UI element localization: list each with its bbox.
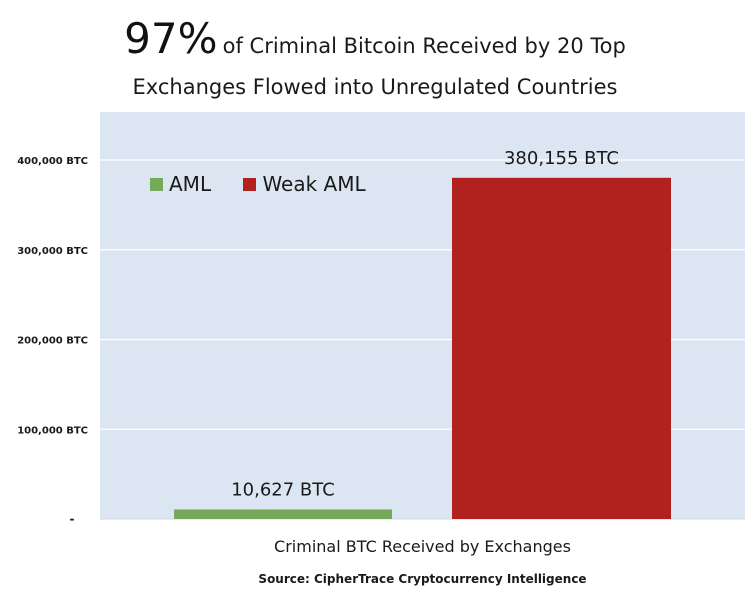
chart-title-text: of Criminal Bitcoin Received by 20 Top	[222, 34, 626, 58]
legend-label-aml: AML	[169, 172, 212, 196]
chart-title-line1: 97% of Criminal Bitcoin Received by 20 T…	[0, 14, 750, 63]
data-label-weak-aml: 380,155 BTC	[504, 148, 619, 169]
legend-swatch-aml	[150, 178, 163, 191]
y-tick-label: -	[70, 512, 75, 526]
legend-item-aml: AML	[150, 172, 211, 196]
bar-aml	[174, 509, 392, 519]
chart-title-percent: 97%	[124, 14, 218, 63]
legend-label-weak-aml: Weak AML	[262, 172, 366, 196]
legend-swatch-weak-aml	[243, 178, 257, 191]
legend: AML Weak AML	[150, 172, 392, 196]
x-axis-label: Criminal BTC Received by Exchanges	[274, 537, 571, 556]
y-tick-label: 300,000 BTC	[17, 246, 88, 257]
chart-subtitle: Exchanges Flowed into Unregulated Countr…	[132, 75, 618, 99]
bar-weak-aml	[452, 177, 671, 519]
source-note: Source: CipherTrace Cryptocurrency Intel…	[258, 572, 587, 586]
data-label-aml: 10,627 BTC	[231, 479, 335, 500]
y-tick-label: 400,000 BTC	[17, 156, 88, 167]
y-tick-label: 100,000 BTC	[17, 425, 88, 436]
legend-item-weak-aml: Weak AML	[243, 172, 366, 196]
y-tick-label: 200,000 BTC	[17, 336, 88, 347]
